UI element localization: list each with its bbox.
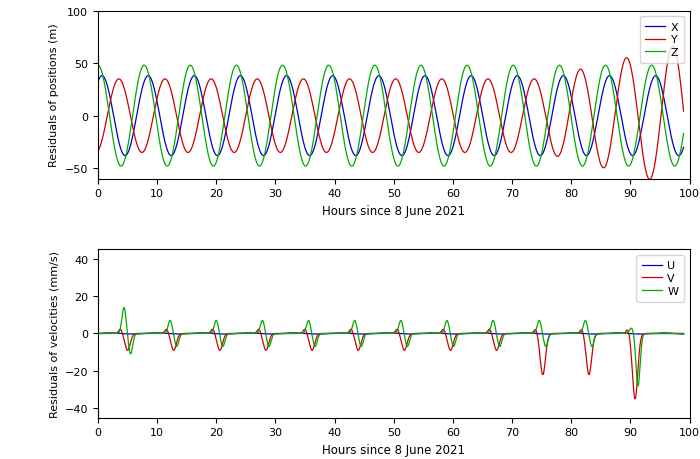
X-axis label: Hours since 8 June 2021: Hours since 8 June 2021 [322,205,466,218]
Z [123,146,132,152]
Line: V: V [98,330,684,399]
Legend: U, V, W: U, V, W [636,255,684,302]
Line: Z: Z [98,66,684,167]
U [123,331,132,337]
V [559,331,568,336]
Y-axis label: Residuals of positions (m): Residuals of positions (m) [49,24,60,167]
Y [306,91,314,96]
U [405,331,414,337]
V [631,396,639,402]
U [680,331,688,337]
U [559,330,568,336]
Z [466,67,475,73]
X [675,153,683,159]
V [680,331,688,336]
U [306,331,314,337]
X-axis label: Hours since 8 June 2021: Hours since 8 June 2021 [322,443,466,456]
X [466,74,474,80]
Y [440,79,449,85]
W [440,325,449,330]
Z [94,63,102,69]
X [123,151,132,157]
Legend: X, Y, Z: X, Y, Z [640,17,684,64]
X [440,149,449,154]
Z [302,164,310,169]
Z [559,71,568,76]
Y [466,142,474,147]
Z [440,164,449,169]
W [123,332,132,337]
U [197,330,206,336]
W [634,383,643,389]
V [439,327,447,332]
U [94,331,102,336]
X [528,131,536,137]
Y [94,149,102,154]
W [306,322,314,327]
U [466,331,475,336]
V [306,343,314,349]
Line: Y: Y [98,47,684,180]
Y [668,45,677,50]
W [94,331,102,336]
W [528,331,536,336]
Y [123,99,132,105]
U [440,331,449,336]
Z [306,155,314,161]
Line: X: X [98,77,684,156]
W [466,331,475,336]
Y [645,177,654,183]
X [559,74,568,79]
Z [528,157,536,162]
Y-axis label: Residuals of velocities (mm/s): Residuals of velocities (mm/s) [49,251,60,417]
U [528,331,536,336]
X [467,74,475,79]
X [680,145,688,151]
Y [559,141,568,147]
Line: W: W [98,308,684,386]
V [528,330,536,336]
Line: U: U [98,333,684,334]
V [440,329,449,334]
W [120,305,128,311]
W [559,331,568,336]
V [94,331,102,336]
Y [528,78,536,84]
W [680,331,688,336]
V [466,331,475,336]
X [94,80,102,85]
X [306,153,314,159]
Z [680,131,688,137]
V [123,348,132,353]
Y [680,109,688,115]
